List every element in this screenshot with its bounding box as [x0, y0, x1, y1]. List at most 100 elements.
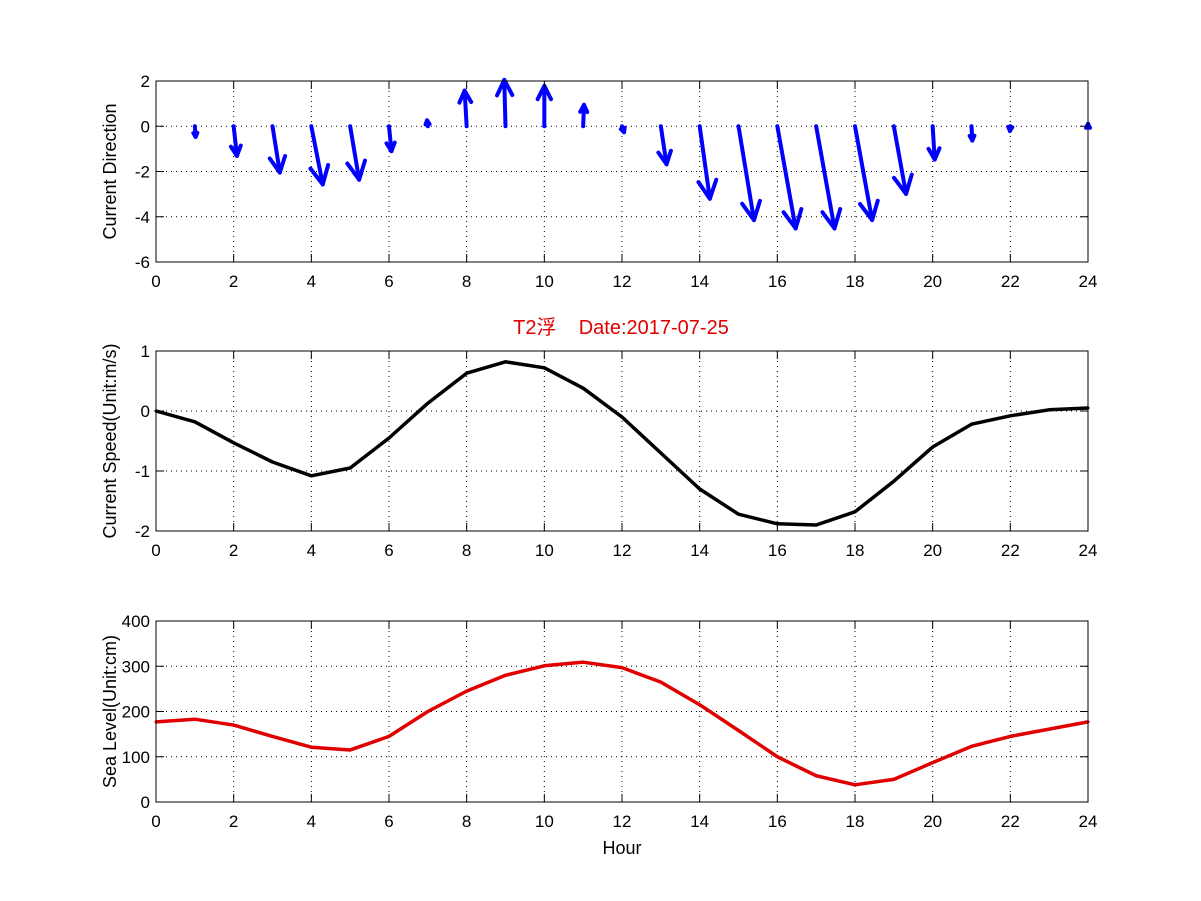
direction-vector-head [423, 118, 432, 127]
direction-vector-head [618, 125, 627, 135]
figure-title: T2浮 Date:2017-07-25 [513, 316, 729, 339]
speed-data-point [970, 422, 973, 426]
direction-vector-shaft [348, 124, 362, 182]
direction-vector-head [495, 77, 515, 98]
sealevel-x-tick-label: 6 [384, 812, 393, 831]
sealevel-data-point [931, 761, 935, 765]
speed-x-tick-label: 4 [307, 541, 316, 560]
direction-vector-head [656, 148, 673, 167]
direction-vector [618, 124, 627, 135]
direction-vector-head [967, 133, 977, 143]
speed-data-point [659, 451, 663, 455]
sealevel-x-tick-label: 4 [307, 812, 316, 831]
sealevel-x-tick-label: 18 [846, 812, 865, 831]
speed-y-tick-label: -1 [135, 462, 150, 481]
sealevel-data-point [620, 666, 624, 670]
direction-y-axis-label: Current Direction [100, 103, 120, 239]
direction-vector [891, 124, 914, 196]
direction-vector-shaft [814, 124, 837, 231]
speed-data-point [892, 479, 896, 483]
sealevel-y-tick-label: 400 [122, 612, 150, 631]
speed-data-point [309, 474, 313, 478]
sealevel-data-point [737, 729, 740, 733]
direction-vector [853, 124, 880, 223]
speed-x-tick-label: 8 [462, 541, 471, 560]
speed-x-tick-label: 6 [384, 541, 393, 560]
speed-y-tick-label: 0 [141, 402, 150, 421]
sealevel-data-point [465, 689, 469, 693]
sealevel-x-tick-label: 12 [613, 812, 632, 831]
sealevel-x-tick-label: 2 [229, 812, 238, 831]
sealevel-data-point [309, 745, 313, 749]
direction-vector [656, 124, 673, 167]
direction-vector-shaft [891, 124, 909, 196]
sealevel-x-tick-label: 24 [1079, 812, 1098, 831]
speed-data-point [504, 360, 507, 364]
speed-data-point [1008, 414, 1012, 418]
direction-x-tick-label: 2 [229, 272, 238, 291]
sealevel-x-axis-label: Hour [602, 838, 641, 858]
speed-x-tick-label: 16 [768, 541, 787, 560]
direction-vector [191, 124, 200, 139]
sealevel-data-point [1008, 734, 1012, 738]
direction-y-tick-label: -6 [135, 253, 150, 272]
direction-vector-head [740, 198, 762, 223]
speed-data-point [581, 386, 585, 390]
sealevel-y-tick-label: 100 [122, 748, 150, 767]
direction-vector-shaft [502, 77, 508, 129]
speed-data-point [698, 487, 702, 491]
direction-y-tick-label: 0 [141, 117, 150, 136]
sealevel-data-point [814, 774, 818, 778]
direction-vector-shaft [462, 88, 469, 129]
speed-data-point [387, 436, 391, 440]
direction-x-tick-label: 16 [768, 272, 787, 291]
direction-vector [345, 124, 367, 182]
direction-x-tick-label: 18 [846, 272, 865, 291]
speed-x-tick-label: 10 [535, 541, 554, 560]
speed-y-axis-label: Current Speed(Unit:m/s) [100, 343, 120, 538]
speed-data-point [931, 445, 935, 449]
speed-data-point [465, 371, 469, 375]
direction-vector [814, 124, 843, 231]
sealevel-data-point [387, 734, 391, 738]
speed-x-tick-label: 14 [690, 541, 709, 560]
sealevel-x-tick-label: 8 [462, 812, 471, 831]
direction-vector-head [457, 88, 474, 105]
speed-data-point [193, 420, 197, 424]
sealevel-data-point [775, 755, 779, 759]
speed-x-tick-label: 2 [229, 541, 238, 560]
direction-vector [736, 124, 762, 223]
direction-vector-head [228, 143, 243, 158]
direction-x-tick-label: 4 [307, 272, 316, 291]
direction-x-tick-label: 0 [151, 272, 160, 291]
speed-x-tick-label: 12 [613, 541, 632, 560]
direction-y-tick-label: 2 [141, 72, 150, 91]
speed-data-point [271, 460, 274, 464]
sealevel-x-tick-label: 16 [768, 812, 787, 831]
sealevel-data-point [659, 680, 663, 684]
sealevel-y-tick-label: 0 [141, 793, 150, 812]
direction-vector-shaft [853, 124, 875, 223]
sealevel-data-point [581, 660, 585, 664]
direction-vector [228, 124, 243, 158]
direction-vector-head [345, 158, 367, 182]
direction-vector [696, 124, 719, 201]
sealevel-data-point [232, 723, 236, 727]
sealevel-data-point [970, 744, 973, 748]
speed-y-tick-label: 1 [141, 342, 150, 361]
direction-vector-head [267, 154, 288, 175]
speed-data-point [348, 466, 352, 470]
sealevel-data-point [348, 748, 352, 752]
direction-vector-head [191, 130, 200, 139]
direction-vector [423, 118, 432, 129]
direction-vector-head [308, 163, 331, 187]
direction-vector-head [892, 172, 914, 196]
direction-vector [308, 124, 331, 187]
sealevel-data-point [504, 673, 507, 677]
direction-x-tick-label: 24 [1079, 272, 1098, 291]
sealevel-data-point [1047, 727, 1051, 731]
direction-vector [457, 88, 474, 129]
